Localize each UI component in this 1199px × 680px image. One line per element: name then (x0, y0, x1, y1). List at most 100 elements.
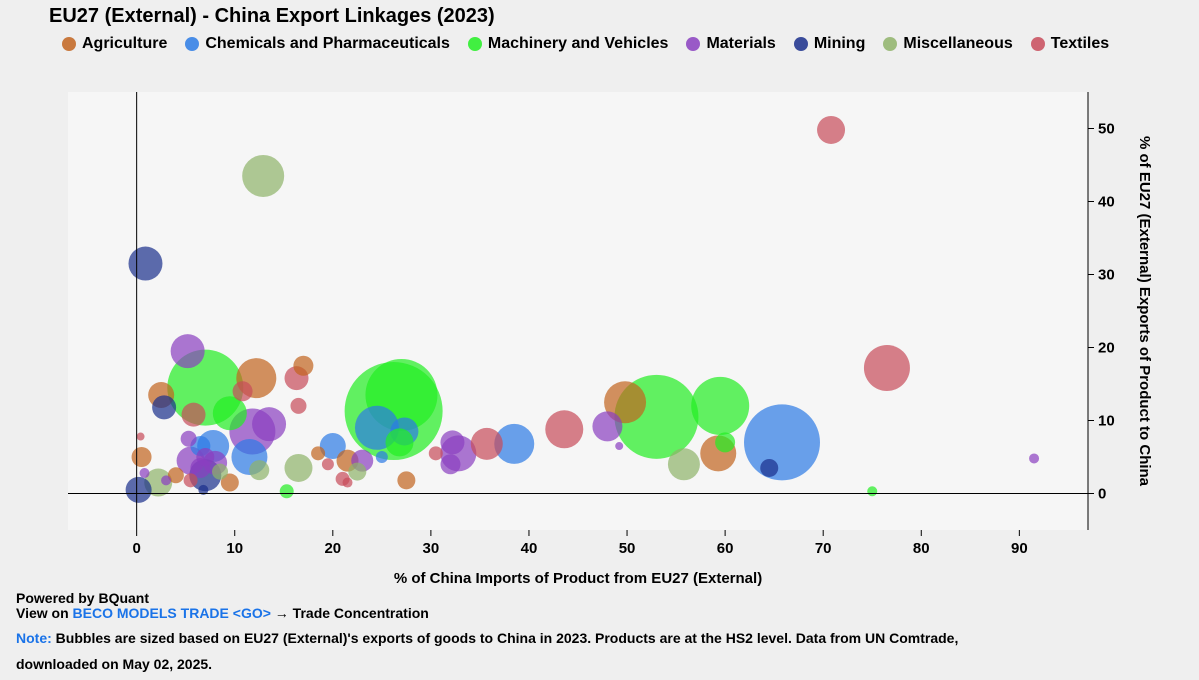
bubble-agriculture-2[interactable] (167, 467, 184, 484)
bubble-mining-4[interactable] (198, 484, 209, 495)
bubble-materials-15[interactable] (615, 442, 624, 451)
bubble-textiles-0[interactable] (136, 432, 145, 441)
bubble-textiles-2[interactable] (181, 402, 206, 427)
legend-marker (1030, 37, 1045, 51)
legend-label: Mining (813, 35, 866, 52)
bubble-mining-5[interactable] (760, 458, 779, 477)
y-axis-label: % of EU27 (External) Exports of Product … (1136, 136, 1153, 487)
legend-marker (793, 37, 808, 51)
y-tick-label: 50 (1098, 121, 1115, 138)
y-tick-label: 40 (1098, 194, 1115, 211)
legend-label: Machinery and Vehicles (487, 35, 669, 52)
bubble-mining-0[interactable] (128, 246, 163, 281)
bubble-textiles-8[interactable] (342, 477, 353, 488)
bubble-textiles-1[interactable] (183, 473, 198, 488)
x-tick-label: 30 (423, 540, 440, 557)
bubble-miscellaneous-3[interactable] (249, 460, 270, 481)
bubbles-layer (125, 115, 1040, 503)
bubble-materials-9[interactable] (252, 407, 287, 442)
x-axis-label: % of China Imports of Product from EU27 … (394, 570, 762, 587)
bubble-textiles-13[interactable] (863, 344, 910, 391)
bubble-miscellaneous-0[interactable] (242, 154, 285, 197)
powered-by: Powered by BQuant (16, 590, 150, 606)
bubble-mining-1[interactable] (125, 476, 152, 503)
bubble-materials-16[interactable] (1029, 453, 1040, 464)
bubble-agriculture-5[interactable] (293, 355, 314, 376)
legend: Agriculture Chemicals and Pharmaceuticals… (62, 34, 1192, 54)
y-tick-label: 10 (1098, 413, 1115, 430)
x-tick-label: 40 (521, 540, 538, 557)
bubble-materials-0[interactable] (139, 468, 150, 479)
x-tick-label: 60 (717, 540, 734, 557)
bubble-machinery-and-vehicles-1[interactable] (212, 396, 247, 431)
bubble-textiles-3[interactable] (232, 381, 253, 402)
bubble-chemicals-and-pharmaceuticals-7[interactable] (494, 423, 535, 464)
bubble-agriculture-9[interactable] (604, 381, 647, 424)
legend-label: Chemicals and Pharmaceuticals (205, 35, 450, 52)
note-line-2: downloaded on May 02, 2025. (16, 656, 213, 672)
bubble-materials-6[interactable] (196, 448, 215, 466)
bubble-machinery-and-vehicles-2[interactable] (279, 484, 294, 499)
bubble-agriculture-6[interactable] (311, 446, 326, 461)
view-on-line: View on BECO MODELS TRADE <GO> → Trade C… (16, 605, 429, 621)
bubble-miscellaneous-6[interactable] (667, 448, 700, 481)
legend-item-textiles[interactable]: Textiles (1030, 34, 1110, 54)
bubble-agriculture-3[interactable] (220, 473, 239, 492)
bubble-textiles-10[interactable] (470, 427, 503, 460)
legend-label: Materials (706, 35, 776, 52)
legend-item-agriculture[interactable]: Agriculture (62, 34, 167, 54)
legend-item-mining[interactable]: Mining (793, 34, 866, 54)
bubble-materials-4[interactable] (180, 430, 197, 447)
bubble-mining-2[interactable] (152, 395, 177, 420)
bubble-agriculture-8[interactable] (397, 471, 416, 490)
x-tick-label: 70 (815, 540, 832, 557)
bubble-chemicals-and-pharmaceuticals-8[interactable] (744, 404, 820, 481)
note-line: Note: Bubbles are sized based on EU27 (E… (16, 630, 958, 646)
y-tick-label: 20 (1098, 340, 1115, 357)
bubble-materials-1[interactable] (161, 475, 172, 486)
bubble-agriculture-0[interactable] (131, 447, 152, 467)
bubble-textiles-11[interactable] (545, 410, 584, 449)
legend-item-chemicals-and-pharmaceuticals[interactable]: Chemicals and Pharmaceuticals (185, 34, 450, 54)
bubble-materials-13[interactable] (440, 454, 461, 475)
legend-marker (185, 37, 200, 51)
x-tick-label: 0 (132, 540, 140, 557)
legend-marker (883, 37, 898, 51)
x-tick-label: 10 (226, 540, 243, 557)
bubble-machinery-and-vehicles-8[interactable] (715, 432, 736, 453)
bubble-materials-14[interactable] (592, 411, 623, 442)
bubble-machinery-and-vehicles-9[interactable] (867, 486, 878, 497)
bubble-materials-11[interactable] (440, 430, 465, 455)
bubble-machinery-and-vehicles-5[interactable] (385, 428, 414, 457)
x-tick-label: 50 (619, 540, 636, 557)
legend-item-machinery-and-vehicles[interactable]: Machinery and Vehicles (467, 34, 669, 54)
legend-label: Textiles (1050, 35, 1110, 52)
bubble-chemicals-and-pharmaceuticals-3[interactable] (319, 433, 346, 460)
bubble-chemicals-and-pharmaceuticals-5[interactable] (375, 451, 388, 463)
legend-item-miscellaneous[interactable]: Miscellaneous (883, 34, 1013, 54)
bubble-miscellaneous-4[interactable] (284, 453, 313, 482)
legend-label: Miscellaneous (903, 35, 1013, 52)
beco-link[interactable]: BECO MODELS TRADE <GO> (72, 605, 271, 621)
note-text: Bubbles are sized based on EU27 (Externa… (55, 630, 959, 646)
bubble-miscellaneous-2[interactable] (212, 463, 229, 480)
bubble-textiles-9[interactable] (428, 446, 443, 461)
chart-title: EU27 (External) - China Export Linkages … (49, 5, 495, 27)
legend-marker (686, 37, 701, 51)
legend-item-materials[interactable]: Materials (686, 34, 776, 54)
bubble-materials-2[interactable] (170, 334, 205, 369)
bubble-machinery-and-vehicles-7[interactable] (691, 376, 750, 435)
y-tick-label: 30 (1098, 267, 1115, 284)
bubble-textiles-6[interactable] (321, 458, 334, 471)
legend-marker (62, 37, 76, 51)
bubble-textiles-5[interactable] (290, 397, 307, 414)
bubble-textiles-12[interactable] (817, 115, 846, 144)
note-label: Note: (16, 630, 52, 646)
x-tick-label: 90 (1011, 540, 1028, 557)
x-tick-label: 20 (324, 540, 341, 557)
legend-label: Agriculture (82, 35, 168, 52)
view-prefix: View on (16, 605, 69, 621)
legend-marker (467, 37, 482, 51)
bubble-miscellaneous-5[interactable] (348, 462, 367, 481)
